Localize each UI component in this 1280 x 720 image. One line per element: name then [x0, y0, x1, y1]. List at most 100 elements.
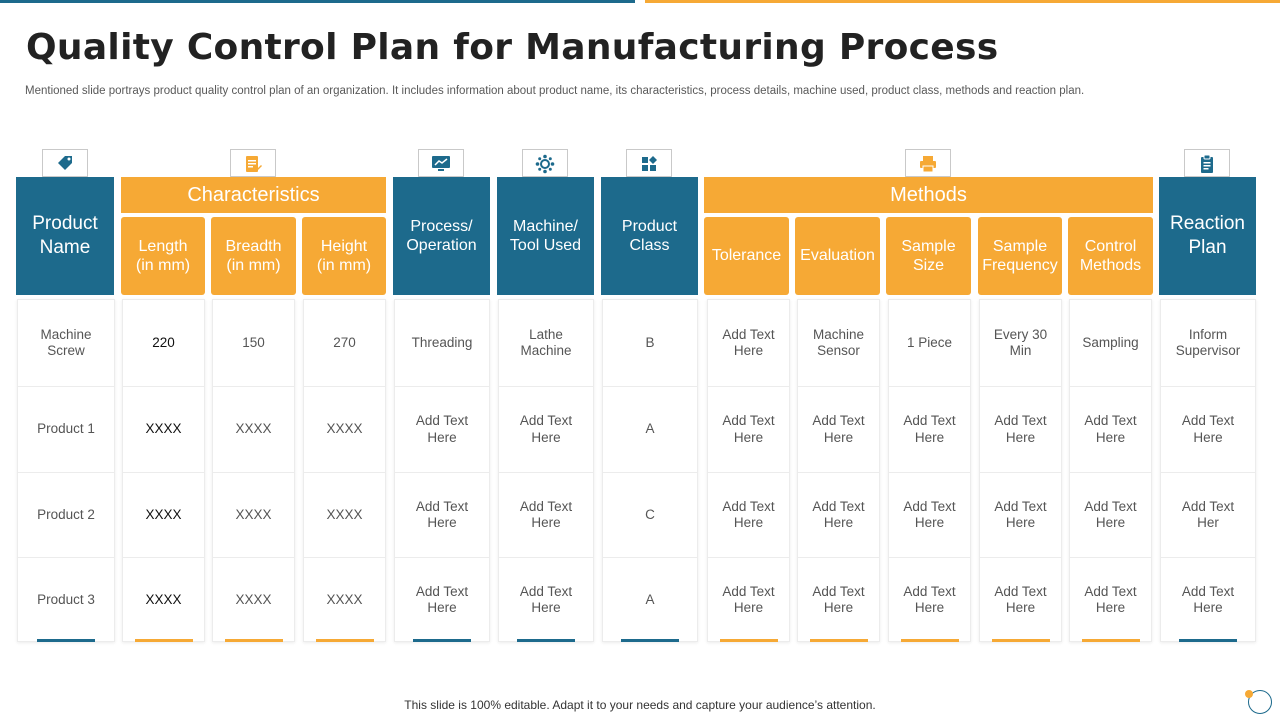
column-breadth: 150 XXXX XXXX XXXX	[212, 299, 295, 642]
clipboard-icon	[1184, 149, 1230, 177]
cell-evaluation: Machine Sensor	[798, 300, 879, 387]
cell-product-class: A	[603, 387, 697, 473]
column-machine: Lathe Machine Add Text Here Add Text Her…	[498, 299, 594, 642]
column-sample-frequency: Every 30 Min Add Text Here Add Text Here…	[979, 299, 1062, 642]
cell-breadth: XXXX	[213, 387, 294, 473]
cell-sample-frequency: Add Text Here	[980, 473, 1061, 558]
document-edit-icon	[230, 149, 276, 177]
column-accent-line	[719, 639, 778, 642]
cell-evaluation: Add Text Here	[798, 473, 879, 558]
cell-product-name: Product 3	[37, 591, 95, 607]
header-methods: Methods	[704, 177, 1153, 213]
column-accent-line	[1179, 639, 1237, 642]
cell-breadth: XXXX	[235, 591, 272, 607]
cell-product-name: Machine Screw	[18, 300, 114, 387]
cell-machine: Lathe Machine	[499, 300, 593, 387]
column-reaction-plan: Inform Supervisor Add Text Here Add Text…	[1160, 299, 1256, 642]
column-accent-line	[134, 639, 193, 642]
cell-tolerance: Add Text Here	[708, 300, 789, 387]
cell-length: XXXX	[145, 591, 182, 607]
cell-product-class: C	[603, 473, 697, 558]
cell-machine: Add Text Here	[499, 473, 593, 558]
cell-product-name: Product 1	[18, 387, 114, 473]
page-title: Quality Control Plan for Manufacturing P…	[26, 27, 999, 68]
cell-reaction-plan: Add Text Here	[1181, 583, 1235, 615]
column-accent-line	[1081, 639, 1140, 642]
tag-icon	[42, 149, 88, 177]
header-height: Height (in mm)	[302, 217, 386, 295]
header-length: Length (in mm)	[121, 217, 205, 295]
column-accent-line	[991, 639, 1050, 642]
header-evaluation: Evaluation	[795, 217, 880, 295]
cell-tolerance: Add Text Here	[722, 583, 775, 615]
column-accent-line	[315, 639, 374, 642]
column-accent-line	[517, 639, 575, 642]
header-control-methods: Control Methods	[1068, 217, 1153, 295]
cell-height: XXXX	[304, 387, 385, 473]
header-machine-tool: Machine/ Tool Used	[497, 177, 594, 295]
column-control-methods: Sampling Add Text Here Add Text Here Add…	[1069, 299, 1152, 642]
cell-product-class: A	[645, 591, 655, 607]
header-breadth: Breadth (in mm)	[211, 217, 296, 295]
column-accent-line	[621, 639, 679, 642]
cell-control-methods: Add Text Here	[1084, 583, 1137, 615]
cell-control-methods: Add Text Here	[1070, 387, 1151, 473]
cell-product-class: B	[603, 300, 697, 387]
column-length: 220 XXXX XXXX XXXX	[122, 299, 205, 642]
header-tolerance: Tolerance	[704, 217, 789, 295]
column-height: 270 XXXX XXXX XXXX	[303, 299, 386, 642]
column-tolerance: Add Text Here Add Text Here Add Text Her…	[707, 299, 790, 642]
cell-length: XXXX	[123, 473, 204, 558]
column-accent-line	[413, 639, 471, 642]
cell-height: 270	[304, 300, 385, 387]
cell-reaction-plan: Add Text Here	[1161, 387, 1255, 473]
header-process-operation: Process/ Operation	[393, 177, 490, 295]
cell-breadth: 150	[213, 300, 294, 387]
cell-control-methods: Sampling	[1070, 300, 1151, 387]
cell-length: 220	[123, 300, 204, 387]
printer-icon	[905, 149, 951, 177]
cell-length: XXXX	[123, 387, 204, 473]
monitor-chart-icon	[418, 149, 464, 177]
cell-breadth: XXXX	[213, 473, 294, 558]
top-accent-bar-orange	[645, 0, 1280, 3]
cell-height: XXXX	[326, 591, 363, 607]
cell-process: Add Text Here	[395, 387, 489, 473]
cell-control-methods: Add Text Here	[1070, 473, 1151, 558]
cell-process: Add Text Here	[395, 473, 489, 558]
cell-machine: Add Text Here	[519, 583, 573, 615]
header-sample-size: Sample Size	[886, 217, 971, 295]
cell-process: Add Text Here	[415, 583, 469, 615]
cell-sample-frequency: Every 30 Min	[980, 300, 1061, 387]
column-accent-line	[37, 639, 95, 642]
cell-sample-size: 1 Piece	[889, 300, 970, 387]
cell-sample-size: Add Text Here	[889, 387, 970, 473]
cell-evaluation: Add Text Here	[812, 583, 865, 615]
column-accent-line	[224, 639, 283, 642]
cell-sample-size: Add Text Here	[889, 473, 970, 558]
column-evaluation: Machine Sensor Add Text Here Add Text He…	[797, 299, 880, 642]
column-sample-size: 1 Piece Add Text Here Add Text Here Add …	[888, 299, 971, 642]
page-subtitle: Mentioned slide portrays product quality…	[25, 85, 1085, 97]
cell-tolerance: Add Text Here	[708, 473, 789, 558]
cell-product-name: Product 2	[18, 473, 114, 558]
gear-network-icon	[522, 149, 568, 177]
column-product-class: B A C A	[602, 299, 698, 642]
corner-dot-decoration	[1245, 690, 1253, 698]
cell-reaction-plan: Inform Supervisor	[1161, 300, 1255, 387]
cell-sample-frequency: Add Text Here	[980, 387, 1061, 473]
column-accent-line	[809, 639, 868, 642]
cell-sample-size: Add Text Here	[903, 583, 956, 615]
cell-evaluation: Add Text Here	[798, 387, 879, 473]
column-process: Threading Add Text Here Add Text Here Ad…	[394, 299, 490, 642]
header-product-class: Product Class	[601, 177, 698, 295]
header-characteristics: Characteristics	[121, 177, 386, 213]
column-product-name: Machine Screw Product 1 Product 2 Produc…	[17, 299, 115, 642]
cell-tolerance: Add Text Here	[708, 387, 789, 473]
header-reaction-plan: Reaction Plan	[1159, 177, 1256, 295]
column-accent-line	[900, 639, 959, 642]
corner-circle-decoration	[1248, 690, 1272, 714]
cell-height: XXXX	[304, 473, 385, 558]
cell-process: Threading	[395, 300, 489, 387]
header-sample-frequency: Sample Frequency	[978, 217, 1062, 295]
